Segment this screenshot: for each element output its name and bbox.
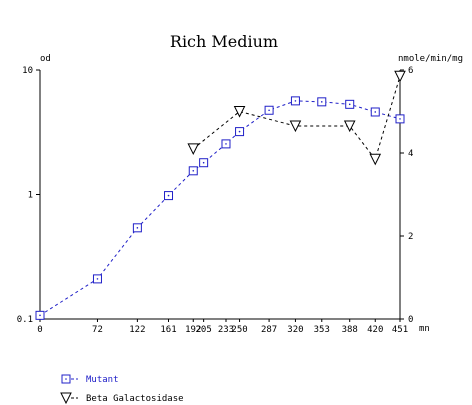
series-lines <box>39 76 401 316</box>
square-marker-dot <box>225 143 227 145</box>
x-tick-label: 205 <box>196 325 212 335</box>
x-tick-label: 353 <box>314 325 330 335</box>
data-point-series-1 <box>264 105 274 115</box>
data-point-series-1 <box>370 107 380 117</box>
square-marker-dot <box>268 109 270 112</box>
x-tick-label: 161 <box>160 325 176 335</box>
data-point-series-1 <box>317 97 327 107</box>
triangle-marker-outline <box>343 120 356 133</box>
x-tick-label: 451 <box>392 325 408 335</box>
y-left-tick-label: 0.1 <box>17 315 33 325</box>
square-marker-dot <box>39 314 41 317</box>
legend-swatch-triangle <box>60 392 72 405</box>
square-marker-dot <box>136 227 139 229</box>
data-point-series-1 <box>221 139 231 149</box>
data-point-series-2 <box>233 106 246 118</box>
square-marker-dot <box>399 118 401 120</box>
y-right-tick-label: 0 <box>408 315 413 325</box>
data-point-series-1 <box>290 96 300 106</box>
x-tick-label: 233 <box>218 325 234 335</box>
chart-title: Rich Medium <box>170 32 278 51</box>
y-right-tick-label: 4 <box>408 149 413 159</box>
y-axis-left-label: od <box>40 54 51 64</box>
x-tick-label: 0 <box>37 325 42 335</box>
data-point-series-1 <box>345 99 355 109</box>
square-marker-dot <box>167 194 170 197</box>
x-tick-label: 320 <box>287 325 303 335</box>
x-tick-label: 72 <box>92 325 103 335</box>
data-point-series-1 <box>92 274 102 284</box>
y-left-tick-label: 1 <box>28 191 33 201</box>
y-right-tick-label: 6 <box>408 66 413 76</box>
data-point-series-2 <box>369 153 382 166</box>
square-marker-dot <box>65 378 67 380</box>
triangle-marker-outline <box>187 143 200 155</box>
series-line-2 <box>192 76 401 161</box>
square-marker-dot <box>96 278 99 280</box>
data-point-series-1 <box>395 114 405 124</box>
x-tick-label: 192 <box>185 325 201 335</box>
y-left-tick-label: 10 <box>22 66 33 76</box>
data-point-series-2 <box>289 120 302 133</box>
data-point-series-1 <box>164 191 174 201</box>
square-marker-dot <box>202 161 205 164</box>
data-point-series-2 <box>187 143 200 155</box>
data-point-series-1 <box>188 166 198 176</box>
square-marker-dot <box>238 130 241 133</box>
legend: Mutant Beta Galactosidase <box>60 374 184 405</box>
legend-swatch-square <box>61 374 71 384</box>
x-tick-label: 420 <box>367 325 383 335</box>
square-marker-dot <box>374 111 377 113</box>
data-point-series-1 <box>199 158 209 168</box>
x-axis-label: mn <box>419 324 430 334</box>
triangle-marker-outline <box>289 120 302 133</box>
legend-label: Mutant <box>86 375 119 385</box>
data-point-series-1 <box>132 223 142 233</box>
series-line-1 <box>39 100 401 316</box>
legend-label: Beta Galactosidase <box>86 394 184 404</box>
square-marker-dot <box>192 170 195 172</box>
triangle-marker-outline <box>233 106 246 118</box>
data-point-series-1 <box>235 127 245 137</box>
triangle-marker-outline <box>369 153 382 166</box>
square-marker-dot <box>294 100 297 102</box>
data-point-series-1 <box>35 310 45 320</box>
data-point-series-2 <box>343 120 356 133</box>
legend-item: Mutant <box>61 374 119 385</box>
x-tick-label: 250 <box>231 325 247 335</box>
triangle-marker-outline <box>60 392 72 405</box>
square-marker-dot <box>348 103 351 106</box>
y-axis-right-label: nmole/min/mg <box>398 54 463 64</box>
x-tick-label: 388 <box>342 325 358 335</box>
data-point-series-2 <box>394 70 406 83</box>
x-tick-label: 122 <box>129 325 145 335</box>
square-marker-dot <box>320 101 323 103</box>
y-right-tick-label: 2 <box>408 232 413 242</box>
x-tick-label: 287 <box>261 325 277 335</box>
legend-item: Beta Galactosidase <box>60 392 184 405</box>
series-markers <box>35 70 406 320</box>
triangle-marker-outline <box>394 70 406 83</box>
